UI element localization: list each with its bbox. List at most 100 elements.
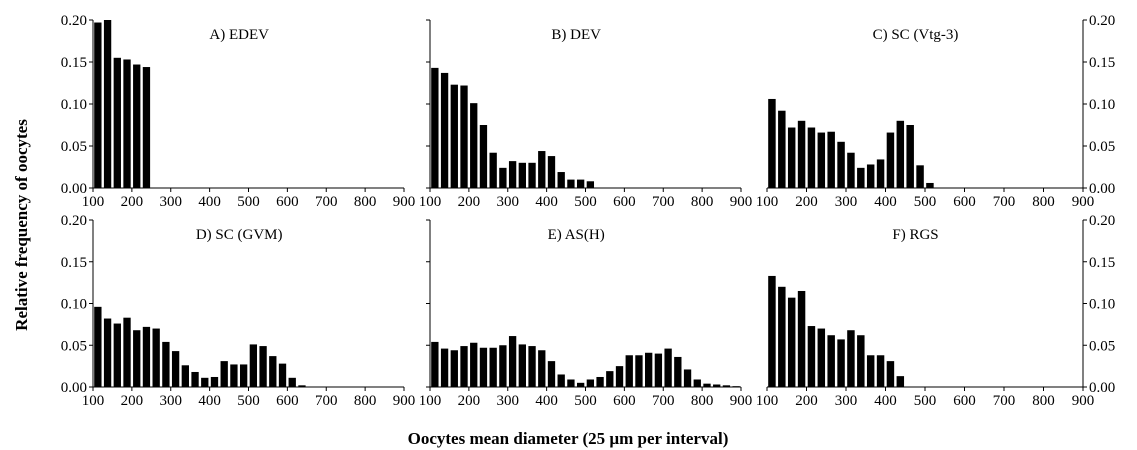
panel-1: 100 200 300 400 500 600 700 800 900 0.00 0.05 0.10 0… [61, 13, 416, 210]
bar [508, 161, 517, 188]
panel-title: D) SC (GVM) [196, 227, 283, 243]
bar [162, 341, 170, 387]
bar [886, 361, 895, 387]
x-tick-label: 500 [914, 194, 937, 210]
x-tick-label: 200 [458, 393, 481, 409]
panel-5: 100 200 300 400 500 600 700 800 900 E) AS(H) [419, 219, 752, 409]
x-tick-label: 700 [652, 393, 675, 409]
x-tick-label: 400 [874, 194, 897, 210]
bar [866, 355, 875, 387]
x-tick-label: 300 [835, 393, 858, 409]
bar [625, 355, 633, 387]
x-tick-label: 600 [613, 194, 636, 210]
x-tick-label: 200 [121, 194, 144, 210]
bar [249, 344, 258, 387]
x-tick-label: 800 [691, 194, 714, 210]
x-tick-label: 200 [795, 393, 818, 409]
x-tick-label: 600 [613, 393, 636, 409]
y-tick-label: 0.20 [61, 213, 87, 229]
x-tick-label: 200 [121, 393, 144, 409]
bar [722, 385, 731, 387]
x-tick-label: 300 [160, 393, 183, 409]
y-tick-label: 0.00 [1089, 380, 1115, 396]
bar [113, 57, 121, 188]
x-tick-label: 100 [82, 393, 105, 409]
bar [664, 348, 672, 387]
bar [817, 132, 826, 188]
x-tick-label: 700 [315, 194, 338, 210]
bar [916, 165, 924, 188]
bar [837, 339, 845, 387]
y-tick-label: 0.15 [1089, 55, 1115, 71]
x-tick-label: 900 [1072, 194, 1095, 210]
panels: 100 200 300 400 500 600 700 800 9000.000.050.100… [61, 13, 1116, 409]
x-tick-label: 300 [835, 194, 858, 210]
bar [847, 330, 855, 387]
x-tick-label: 500 [237, 194, 260, 210]
bar [703, 383, 711, 387]
bar [926, 182, 934, 188]
bar [288, 377, 296, 387]
bar [896, 120, 905, 188]
y-tick-label: 0.15 [61, 255, 87, 271]
y-tick-label: 0.05 [61, 139, 87, 155]
bar [142, 67, 151, 188]
bar [693, 379, 701, 387]
bar [778, 286, 786, 387]
panel-title: F) RGS [892, 227, 938, 243]
y-tick-label: 0.10 [61, 297, 87, 313]
bar [489, 347, 497, 387]
x-tick-label: 400 [535, 393, 558, 409]
bar [298, 385, 306, 387]
bar [133, 330, 141, 387]
bar [876, 159, 885, 188]
panel-4: 100 200 300 400 500 600 700 800 900 0.00 0.05 0.10 0… [61, 213, 416, 409]
bar [906, 125, 914, 188]
x-tick-label: 300 [160, 194, 183, 210]
bar [508, 336, 517, 387]
bar [94, 22, 102, 188]
x-tick-label: 300 [497, 194, 520, 210]
bar [239, 364, 248, 387]
bar [576, 179, 585, 188]
panel-title: E) AS(H) [548, 227, 605, 243]
y-tick-label: 0.15 [61, 55, 87, 71]
x-tick-label: 600 [953, 393, 976, 409]
bar [479, 347, 488, 387]
bar [713, 384, 721, 387]
bar [606, 371, 614, 387]
bar [440, 348, 449, 387]
bar [479, 125, 488, 188]
x-tick-label: 500 [574, 194, 597, 210]
bar [567, 379, 575, 387]
x-axis-title: Oocytes mean diameter (25 µm per interva… [408, 429, 729, 448]
bar [431, 67, 439, 188]
bar [152, 328, 160, 387]
bar [538, 151, 546, 188]
bar [876, 355, 885, 387]
bar [817, 328, 826, 387]
bar [547, 156, 556, 188]
y-tick-label: 0.10 [61, 97, 87, 113]
bar [94, 306, 102, 387]
bar [866, 164, 875, 188]
x-tick-label: 900 [1072, 393, 1095, 409]
bar [645, 352, 653, 387]
y-tick-label: 0.00 [61, 380, 87, 396]
bar [576, 382, 585, 387]
bar [230, 364, 238, 387]
bar [470, 342, 478, 387]
bar [857, 167, 865, 188]
y-tick-label: 0.10 [1089, 297, 1115, 313]
bar [615, 366, 624, 388]
bar [857, 335, 865, 387]
panel-title: C) SC (Vtg-3) [873, 27, 959, 43]
bar [654, 353, 663, 387]
bar [450, 350, 458, 387]
bar [278, 363, 287, 387]
bar [499, 167, 507, 188]
bar [886, 132, 895, 188]
bar [460, 85, 468, 188]
